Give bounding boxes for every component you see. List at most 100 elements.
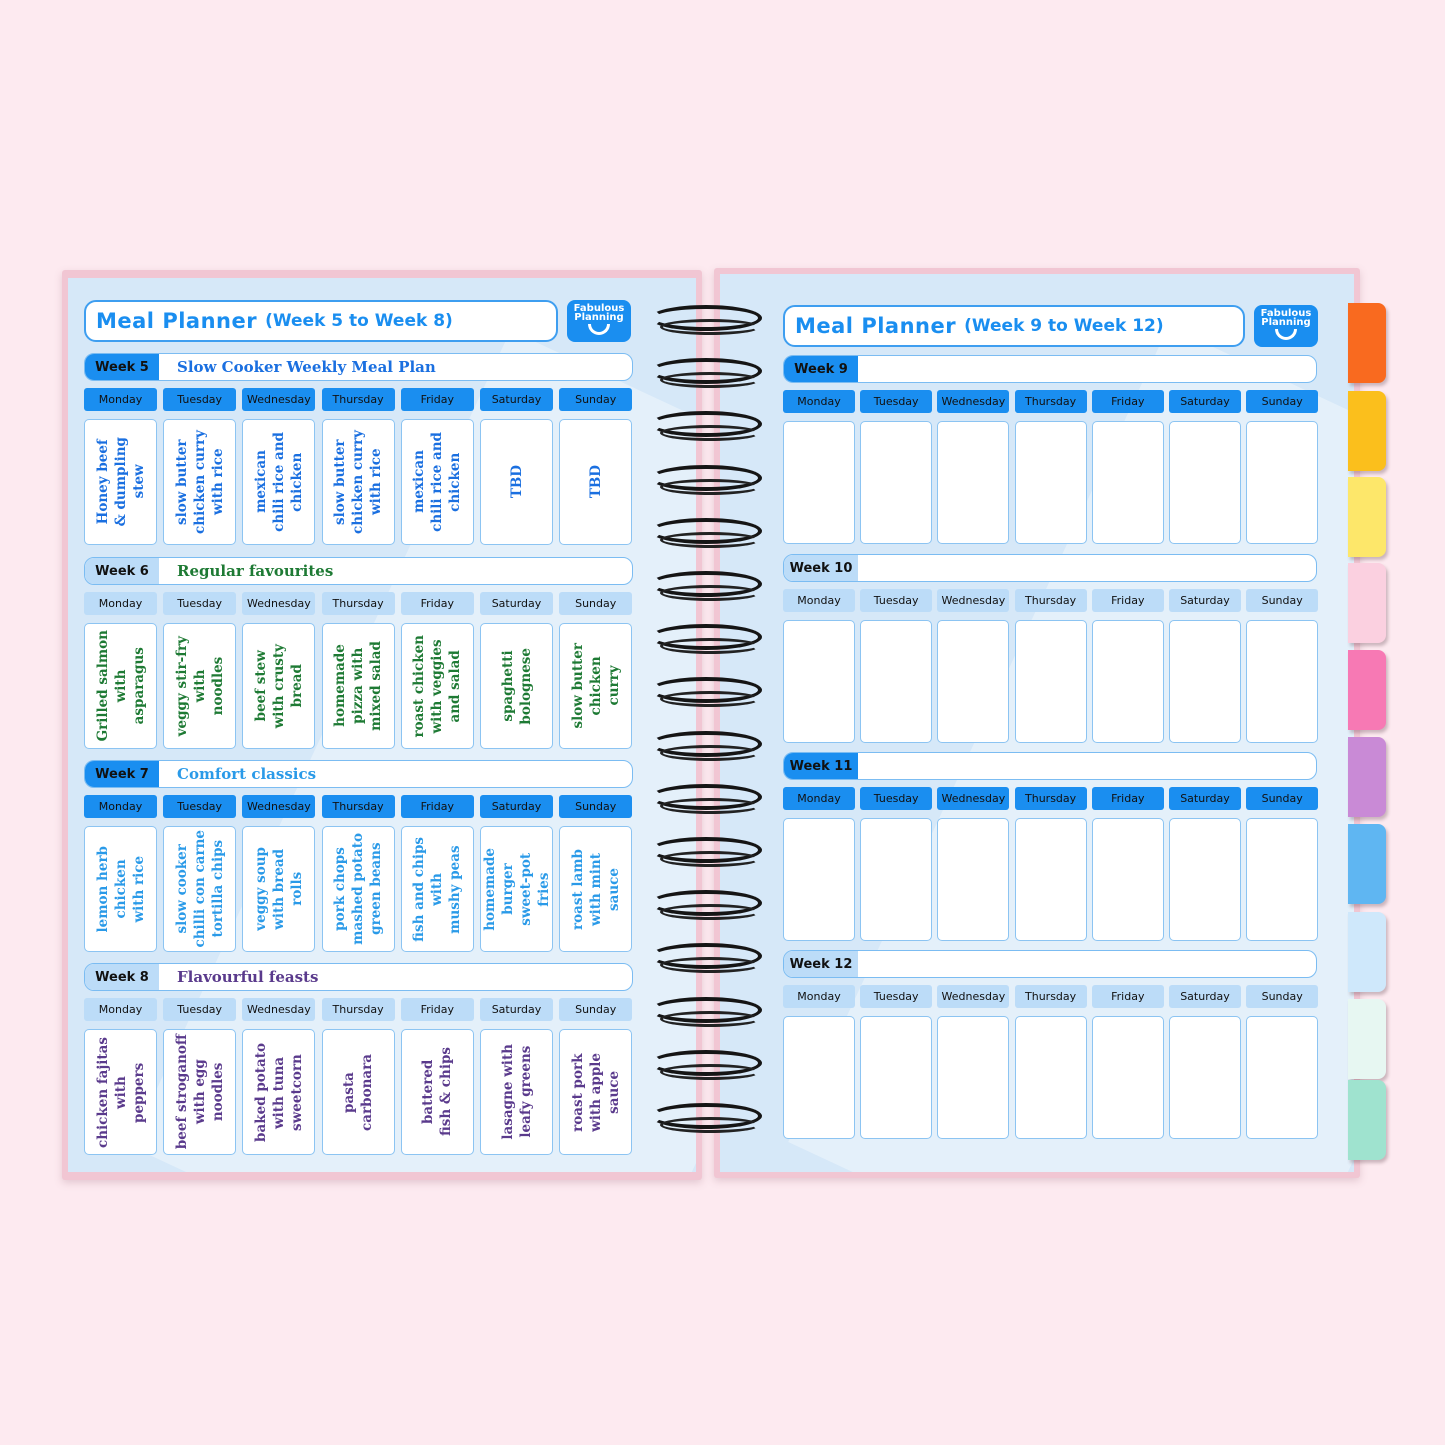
meal-cell[interactable]: TBD <box>480 419 553 545</box>
meal-cell[interactable] <box>783 818 855 941</box>
meal-cell[interactable] <box>1169 818 1241 941</box>
day-header: Saturday <box>480 998 553 1021</box>
meal-cell[interactable]: slow butter chicken curry with rice <box>163 419 237 545</box>
day-header: Sunday <box>1246 390 1319 413</box>
spiral-ring-back <box>660 319 760 335</box>
section-tab[interactable] <box>1348 563 1386 643</box>
meal-cell[interactable] <box>783 421 855 544</box>
day-header: Tuesday <box>163 388 237 411</box>
meal-line: green beans <box>368 842 385 936</box>
meal-cell[interactable]: pork chops mashed potato green beans <box>321 826 395 952</box>
meal-cell[interactable] <box>937 1016 1010 1139</box>
meal-cell[interactable] <box>1169 421 1241 544</box>
day-header: Wednesday <box>937 787 1010 810</box>
section-tab[interactable] <box>1348 391 1386 471</box>
section-tab[interactable] <box>1348 303 1386 383</box>
meal-text: slow butter chicken curry <box>569 643 623 728</box>
meal-text: battered fish & chips <box>419 1047 455 1136</box>
meal-cell[interactable]: mexican chili rice and chicken <box>242 419 316 545</box>
meal-cell[interactable] <box>937 421 1010 544</box>
spiral-ring-back <box>660 691 760 708</box>
meal-cell[interactable] <box>1014 1016 1087 1139</box>
meal-cell[interactable]: homemade pizza with mixed salad <box>321 623 395 749</box>
meal-cell[interactable] <box>1246 818 1319 941</box>
meal-cell[interactable]: homemade burger sweet-pot fries <box>480 826 553 952</box>
meal-cell[interactable] <box>1091 818 1164 941</box>
meal-cell[interactable] <box>860 620 933 743</box>
meal-cell[interactable]: beef stew with crusty bread <box>242 623 316 749</box>
meal-cell[interactable]: slow butter chicken curry <box>559 623 633 749</box>
meal-line: with apple <box>587 1052 604 1132</box>
meal-cell[interactable]: Honey beef & dumpling stew <box>84 419 157 545</box>
meal-cell[interactable]: beef stroganoff with egg noodles <box>163 1029 237 1155</box>
meal-cell[interactable] <box>1091 1016 1164 1139</box>
meal-cell[interactable] <box>1014 421 1087 544</box>
meal-line: with <box>112 1075 129 1109</box>
week-theme[interactable] <box>858 356 876 382</box>
meal-line: with tuna <box>270 1055 287 1129</box>
meal-cell[interactable] <box>1246 1016 1319 1139</box>
meal-cell[interactable] <box>1246 620 1319 743</box>
meal-cell[interactable]: veggy soup with bread rolls <box>242 826 316 952</box>
meal-line: fish & chips <box>438 1047 455 1137</box>
meal-cell[interactable] <box>860 1016 933 1139</box>
meal-cell[interactable]: mexican chili rice and chicken <box>400 419 474 545</box>
section-tab[interactable] <box>1348 824 1386 904</box>
meal-cell[interactable]: chicken fajitas with peppers <box>84 1029 157 1155</box>
meal-cell[interactable]: baked potato with tuna sweetcorn <box>242 1029 316 1155</box>
meal-cell[interactable] <box>1014 620 1087 743</box>
meal-line: homemade <box>481 847 498 931</box>
week-theme[interactable]: Comfort classics <box>177 765 317 783</box>
meal-cell[interactable]: roast chicken with veggies and salad <box>400 623 474 749</box>
meal-cell[interactable]: pasta carbonara <box>321 1029 395 1155</box>
week-theme[interactable] <box>858 753 876 779</box>
meal-cell[interactable]: slow cooker chilli con carne tortilla chip… <box>163 826 237 952</box>
meal-cell[interactable]: veggy stir-fry with noodles <box>163 623 237 749</box>
meal-line: noodles <box>209 656 226 716</box>
section-tab[interactable] <box>1348 477 1386 557</box>
week-theme[interactable]: Slow Cooker Weekly Meal Plan <box>177 358 436 376</box>
meal-cell[interactable]: lemon herb chicken with rice <box>84 826 157 952</box>
meal-cell[interactable]: TBD <box>559 419 633 545</box>
day-header: Monday <box>84 795 157 818</box>
meal-cell[interactable] <box>1091 620 1164 743</box>
meal-cell[interactable] <box>783 620 855 743</box>
meal-cell[interactable] <box>1091 421 1164 544</box>
week-theme[interactable]: Regular favourites <box>177 562 334 580</box>
meal-cell[interactable]: spaghetti bolognese <box>480 623 553 749</box>
section-tab[interactable] <box>1348 1080 1386 1160</box>
meal-cell[interactable] <box>860 818 933 941</box>
day-header: Tuesday <box>163 592 237 615</box>
section-tab[interactable] <box>1348 999 1386 1079</box>
meal-cell[interactable]: roast lamb with mint sauce <box>559 826 633 952</box>
week-theme[interactable] <box>858 951 876 977</box>
day-header: Thursday <box>1014 589 1087 612</box>
meal-line: sauce <box>605 867 622 911</box>
meal-cell[interactable] <box>937 620 1010 743</box>
day-header: Saturday <box>1169 787 1241 810</box>
section-tab[interactable] <box>1348 650 1386 730</box>
day-header: Monday <box>84 592 157 615</box>
week-theme[interactable]: Flavourful feasts <box>177 968 319 986</box>
meal-cell[interactable]: roast pork with apple sauce <box>559 1029 633 1155</box>
spiral-ring-back <box>660 1117 760 1133</box>
meal-text: veggy stir-fry with noodles <box>173 636 227 736</box>
section-tab[interactable] <box>1348 912 1386 992</box>
meal-cell[interactable] <box>937 818 1010 941</box>
week-theme[interactable] <box>858 555 876 581</box>
meal-cell[interactable]: slow butter chicken curry with rice <box>321 419 395 545</box>
meal-cell[interactable] <box>860 421 933 544</box>
meal-line: sauce <box>605 1070 622 1114</box>
meal-text: slow butter chicken curry with rice <box>173 430 227 534</box>
meal-cell[interactable]: battered fish & chips <box>400 1029 474 1155</box>
meal-cell[interactable]: fish and chips with mushy peas <box>400 826 474 952</box>
meal-cell[interactable]: Grilled salmon with asparagus <box>84 623 157 749</box>
meal-cell[interactable] <box>1246 421 1319 544</box>
meal-cell[interactable] <box>1169 620 1241 743</box>
meal-cell[interactable]: lasagne with leafy greens <box>480 1029 553 1155</box>
meal-cell[interactable] <box>783 1016 855 1139</box>
meal-cell[interactable] <box>1014 818 1087 941</box>
meal-cell[interactable] <box>1169 1016 1241 1139</box>
meal-line: chicken fajitas <box>94 1036 111 1148</box>
section-tab[interactable] <box>1348 737 1386 817</box>
